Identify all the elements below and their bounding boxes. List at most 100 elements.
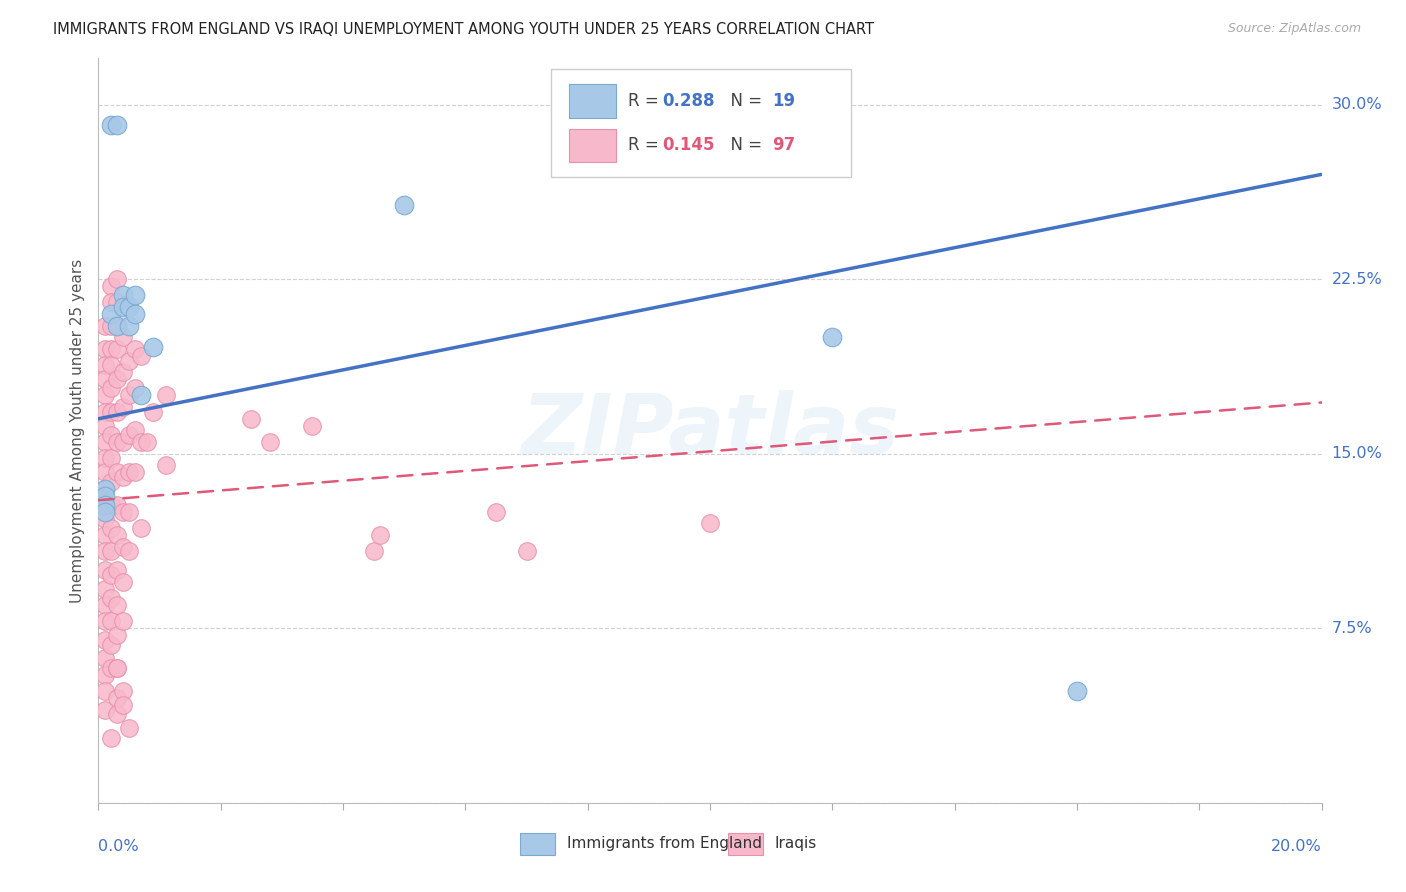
Point	[259, 435, 281, 450]
Point	[105, 295, 128, 310]
Point	[105, 628, 128, 642]
Text: 20.0%: 20.0%	[1271, 838, 1322, 854]
Point	[111, 400, 134, 414]
Point	[105, 372, 128, 386]
Text: Iraqis: Iraqis	[775, 837, 817, 851]
Point	[142, 340, 165, 354]
Point	[301, 418, 323, 433]
FancyBboxPatch shape	[569, 128, 616, 162]
Point	[100, 451, 122, 466]
Point	[111, 684, 134, 698]
Point	[105, 119, 128, 133]
Text: 7.5%: 7.5%	[1331, 621, 1372, 636]
Text: 22.5%: 22.5%	[1331, 271, 1382, 286]
Text: Source: ZipAtlas.com: Source: ZipAtlas.com	[1227, 22, 1361, 36]
Point	[105, 272, 128, 286]
Point	[118, 721, 141, 735]
Point	[93, 528, 115, 542]
Point	[111, 288, 134, 302]
Point	[105, 342, 128, 356]
Point	[105, 661, 128, 675]
Text: Immigrants from England: Immigrants from England	[567, 837, 762, 851]
Point	[124, 342, 146, 356]
Point	[105, 563, 128, 577]
Point	[111, 330, 134, 344]
Point	[516, 544, 538, 558]
Point	[124, 307, 146, 321]
Point	[124, 423, 146, 437]
FancyBboxPatch shape	[569, 84, 616, 118]
Point	[100, 382, 122, 396]
Text: 19: 19	[772, 92, 796, 110]
Point	[100, 521, 122, 535]
Point	[100, 661, 122, 675]
Point	[93, 489, 115, 503]
Point	[136, 435, 159, 450]
Point	[93, 342, 115, 356]
Point	[93, 632, 115, 647]
Point	[105, 707, 128, 722]
Point	[93, 482, 115, 496]
Point	[105, 691, 128, 706]
Point	[100, 614, 122, 628]
Point	[100, 318, 122, 333]
Point	[129, 521, 152, 535]
Point	[111, 365, 134, 379]
Point	[111, 614, 134, 628]
Point	[100, 405, 122, 419]
Text: 0.145: 0.145	[662, 136, 714, 154]
Text: N =: N =	[720, 92, 768, 110]
Point	[93, 372, 115, 386]
Point	[93, 418, 115, 433]
Text: R =: R =	[628, 92, 664, 110]
Point	[118, 428, 141, 442]
Point	[93, 388, 115, 402]
Point	[93, 505, 115, 519]
Point	[105, 435, 128, 450]
Text: 15.0%: 15.0%	[1331, 446, 1382, 461]
Point	[93, 512, 115, 526]
Point	[124, 288, 146, 302]
Text: N =: N =	[720, 136, 768, 154]
Point	[155, 388, 177, 402]
Point	[111, 698, 134, 712]
Point	[105, 598, 128, 612]
Point	[129, 435, 152, 450]
Point	[93, 582, 115, 596]
Point	[118, 544, 141, 558]
Point	[93, 498, 115, 512]
Point	[93, 651, 115, 665]
Point	[93, 598, 115, 612]
Point	[105, 318, 128, 333]
FancyBboxPatch shape	[551, 70, 851, 178]
Point	[93, 451, 115, 466]
Text: IMMIGRANTS FROM ENGLAND VS IRAQI UNEMPLOYMENT AMONG YOUTH UNDER 25 YEARS CORRELA: IMMIGRANTS FROM ENGLAND VS IRAQI UNEMPLO…	[53, 22, 875, 37]
Point	[100, 475, 122, 489]
Text: ZIPatlas: ZIPatlas	[522, 390, 898, 471]
Point	[93, 405, 115, 419]
Text: 30.0%: 30.0%	[1331, 97, 1382, 112]
Point	[100, 544, 122, 558]
Point	[105, 318, 128, 333]
Point	[100, 638, 122, 652]
Point	[93, 465, 115, 479]
Point	[368, 528, 391, 542]
Point	[118, 505, 141, 519]
Point	[100, 567, 122, 582]
Point	[100, 295, 122, 310]
Point	[93, 318, 115, 333]
Point	[363, 544, 385, 558]
Point	[93, 703, 115, 717]
Point	[155, 458, 177, 473]
Y-axis label: Unemployment Among Youth under 25 years: Unemployment Among Youth under 25 years	[70, 259, 86, 602]
Point	[124, 465, 146, 479]
Point	[118, 318, 141, 333]
Point	[100, 307, 122, 321]
Point	[105, 528, 128, 542]
Point	[93, 358, 115, 372]
Point	[93, 498, 115, 512]
Point	[100, 279, 122, 293]
Point	[105, 661, 128, 675]
Point	[699, 516, 721, 531]
Point	[118, 300, 141, 314]
